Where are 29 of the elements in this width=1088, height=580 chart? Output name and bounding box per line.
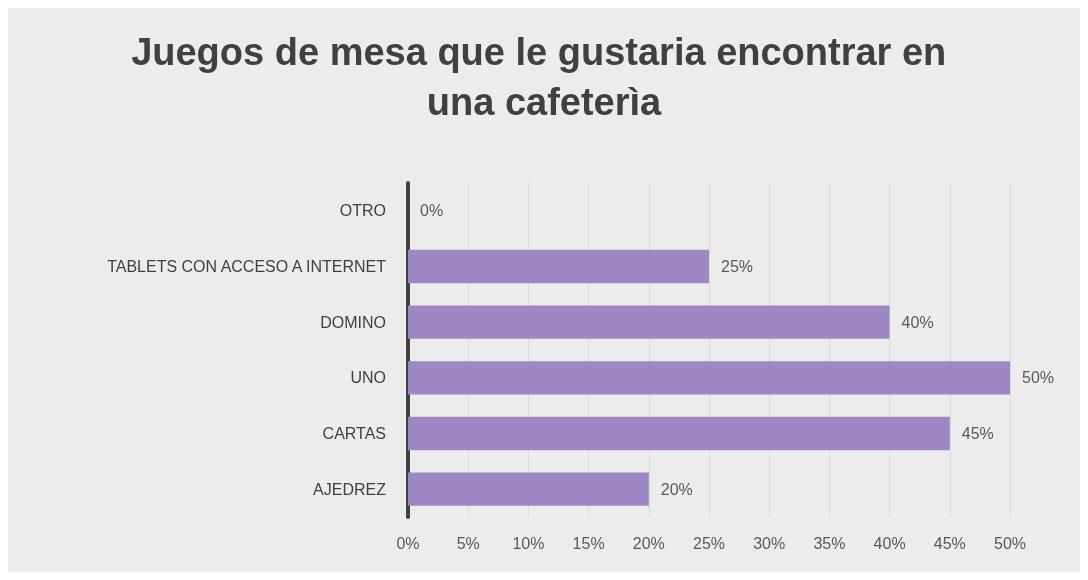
data-label: 40% (901, 313, 934, 331)
y-tick-label: OTRO (339, 202, 386, 220)
y-tick-label: AJEDREZ (313, 480, 387, 498)
bar (408, 361, 1010, 395)
y-tick-label: UNO (350, 369, 386, 387)
data-label: 45% (961, 425, 994, 442)
data-label: 50% (1022, 369, 1055, 387)
x-tick-label: 15% (572, 534, 605, 552)
x-tick-label: 50% (993, 534, 1027, 552)
bar (408, 249, 709, 284)
x-tick-label: 20% (632, 534, 665, 552)
x-tick-label: 45% (933, 534, 966, 552)
y-tick-label: TABLETS CON ACCESO A INTERNET (107, 258, 387, 275)
x-tick-label: 5% (456, 534, 480, 552)
bar (408, 416, 950, 451)
x-tick-label: 25% (692, 534, 726, 552)
x-tick-label: 0% (396, 534, 420, 552)
bar (408, 472, 649, 506)
data-label: 20% (660, 480, 693, 498)
y-tick-label: DOMINO (320, 313, 386, 331)
x-tick-label: 10% (512, 534, 545, 552)
data-label: 0% (420, 202, 444, 220)
x-tick-label: 40% (873, 534, 906, 552)
bar (408, 305, 890, 339)
y-tick-label: CARTAS (322, 425, 386, 442)
x-tick-label: 35% (813, 534, 846, 552)
data-label: 25% (721, 258, 754, 275)
chart-title: Juegos de mesa que le gustaria encontrar en una cafeterìa (131, 31, 957, 123)
x-tick-label: 30% (753, 534, 786, 552)
